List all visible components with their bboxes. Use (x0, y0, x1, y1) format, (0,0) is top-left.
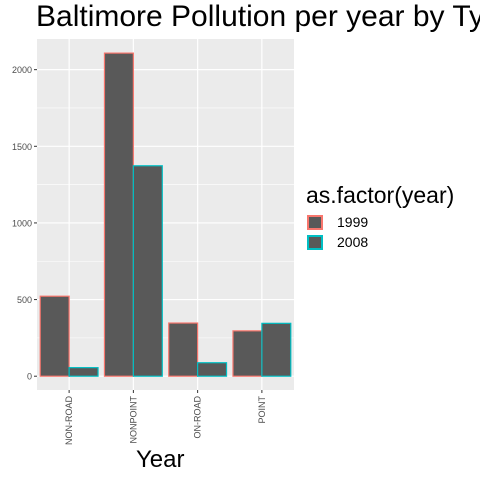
legend-label-2008: 2008 (337, 234, 369, 250)
x-tick-label: NONPOINT (128, 396, 138, 444)
y-tick-label: 1500 (12, 142, 32, 152)
legend-label-1999: 1999 (337, 214, 369, 230)
y-tick-label: 1000 (12, 218, 32, 228)
y-tick-label: 500 (17, 295, 32, 305)
legend-key-2008 (307, 234, 323, 250)
y-tick-label: 2000 (12, 65, 32, 75)
x-tick-label: POINT (257, 396, 267, 424)
x-tick-label: ON-ROAD (193, 396, 203, 439)
bar-on-road-1999 (168, 322, 199, 377)
bar-point-2008 (261, 322, 292, 377)
bar-non-road-1999 (39, 295, 70, 377)
legend-title: as.factor(year) (306, 182, 455, 208)
y-tick-label: 0 (27, 372, 32, 382)
bar-on-road-2008 (197, 362, 228, 377)
legend-key-1999 (307, 214, 323, 230)
x-tick-label: NON-ROAD (64, 396, 74, 445)
legend-item-2008: 2008 (307, 233, 368, 251)
bar-non-road-2008 (68, 367, 99, 377)
legend-item-1999: 1999 (307, 213, 368, 231)
bar-nonpoint-2008 (132, 165, 163, 377)
chart-title: Baltimore Pollution per year by Ty (36, 0, 480, 33)
bar-point-1999 (232, 330, 263, 377)
x-axis-label: Year (136, 446, 185, 473)
bar-nonpoint-1999 (103, 52, 134, 377)
